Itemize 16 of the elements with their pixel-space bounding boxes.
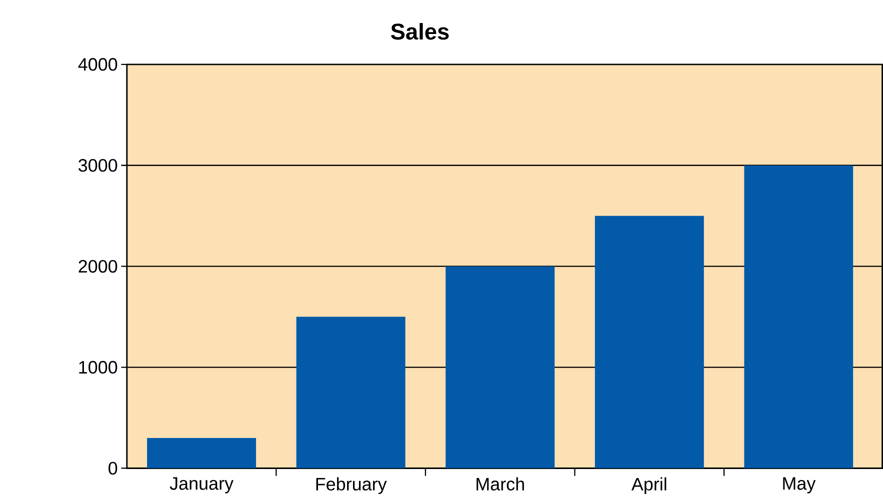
y-tick-label: 4000 — [78, 58, 118, 71]
y-tick-label: 3000 — [78, 159, 118, 172]
x-tick-label: January — [170, 478, 234, 494]
x-tick-label: April — [631, 477, 666, 494]
chart-title: Sales — [390, 23, 449, 40]
y-tick-label: 0 — [108, 462, 118, 475]
x-tick-label: March — [476, 477, 524, 491]
bar — [446, 266, 555, 468]
x-tick-label: February — [316, 477, 387, 494]
bar — [296, 317, 406, 468]
bar — [744, 166, 854, 468]
y-tick-label: 2000 — [78, 260, 118, 273]
y-tick-label: 1000 — [79, 361, 118, 374]
x-tick-label: May — [783, 478, 816, 494]
bar — [147, 438, 256, 468]
bar — [594, 216, 704, 468]
